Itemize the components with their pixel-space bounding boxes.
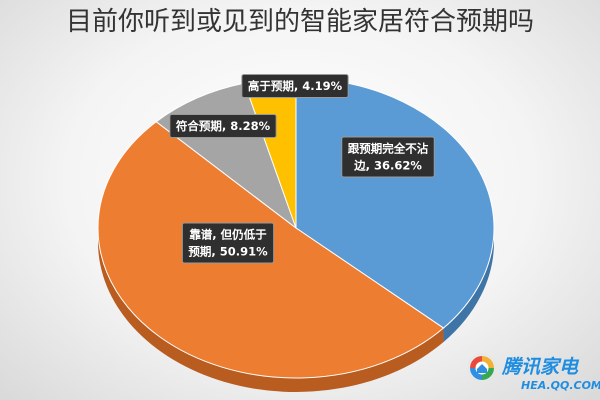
- slice-label: 符合预期, 8.28%: [169, 114, 277, 138]
- chart-title: 目前你听到或见到的智能家居符合预期吗: [66, 7, 534, 37]
- slice-label-text: 边, 36.62%: [353, 159, 422, 173]
- slice-label: 高于预期, 4.19%: [241, 74, 349, 98]
- slice-label-text: 靠谱, 但仍低于: [189, 228, 267, 242]
- logo-name: 腾讯家电: [501, 356, 580, 378]
- logo-url: HEA.QQ.COM: [521, 379, 600, 392]
- slice-label-box: [241, 74, 349, 98]
- qq-home-logo-icon: [467, 353, 497, 383]
- slice-label-box: [169, 114, 277, 138]
- slice-label-text: 高于预期, 4.19%: [248, 79, 343, 93]
- pie-slice-side: [443, 228, 494, 343]
- slice-label-box: [181, 222, 275, 264]
- pie-slices: [97, 77, 495, 379]
- pie-depth: [97, 228, 494, 392]
- logo: 腾讯家电 HEA.QQ.COM: [467, 353, 600, 392]
- slice-label-text: 符合预期, 8.28%: [176, 119, 271, 133]
- slice-label-box: [341, 136, 435, 178]
- slice-label-text: 预期, 50.91%: [188, 245, 268, 259]
- slice-label-text: 跟预期完全不沾: [348, 142, 429, 156]
